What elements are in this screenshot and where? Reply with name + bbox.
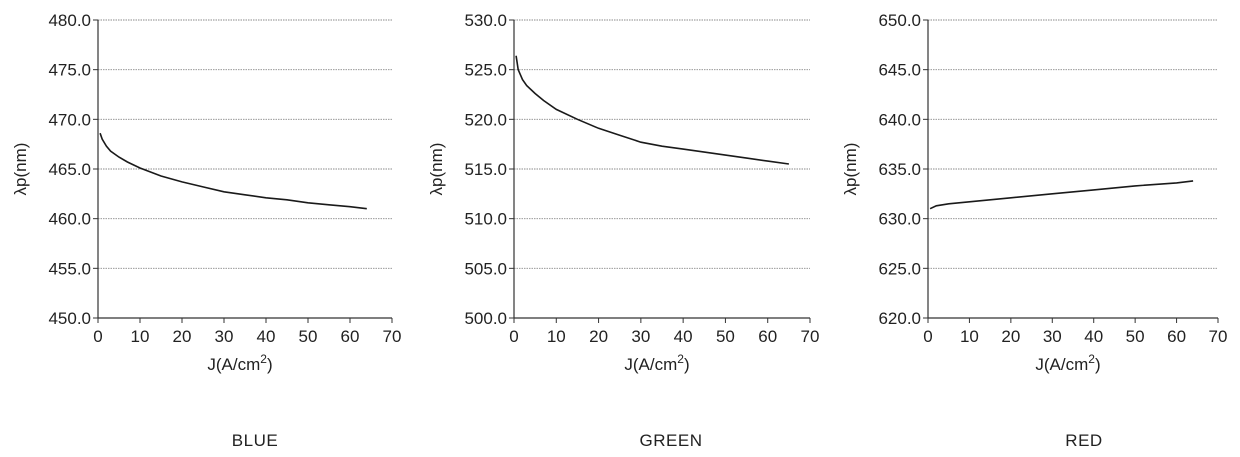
x-tick-label: 50 [716, 327, 735, 346]
x-tick-label: 0 [93, 327, 102, 346]
y-tick-label: 465.0 [48, 160, 91, 179]
x-tick-label: 30 [631, 327, 650, 346]
x-tick-label: 30 [215, 327, 234, 346]
x-tick-label: 50 [299, 327, 318, 346]
y-tick-label: 645.0 [878, 61, 921, 80]
x-axis-label: J(A/cm2) [207, 352, 272, 374]
x-tick-label: 20 [173, 327, 192, 346]
y-axis-label: λp(nm) [11, 143, 30, 196]
chart-caption: GREEN [640, 431, 703, 450]
x-tick-label: 20 [589, 327, 608, 346]
y-tick-label: 525.0 [464, 61, 507, 80]
y-axis-label: λp(nm) [841, 143, 860, 196]
y-tick-label: 630.0 [878, 210, 921, 229]
x-tick-label: 60 [1167, 327, 1186, 346]
x-tick-label: 10 [131, 327, 150, 346]
x-tick-label: 70 [801, 327, 820, 346]
y-tick-label: 500.0 [464, 309, 507, 328]
chart-caption: RED [1065, 431, 1102, 450]
chart-green: 500.0 505.0 510.0 515.0 520.0 525.0 530.0 0 10 20… [427, 11, 819, 450]
series-line [930, 181, 1193, 209]
x-tick-label: 70 [383, 327, 402, 346]
x-tick-label: 60 [341, 327, 360, 346]
y-axis-label: λp(nm) [427, 143, 446, 196]
y-tick-label: 520.0 [464, 110, 507, 129]
y-tick-label: 515.0 [464, 160, 507, 179]
y-tick-label: 450.0 [48, 309, 91, 328]
y-tick-label: 470.0 [48, 110, 91, 129]
y-tick-label: 620.0 [878, 309, 921, 328]
x-tick-label: 50 [1126, 327, 1145, 346]
y-tick-label: 625.0 [878, 259, 921, 278]
chart-blue: 450.0 455.0 460.0 465.0 470.0 475.0 480.0 0 10 20… [11, 11, 401, 450]
x-tick-label: 30 [1043, 327, 1062, 346]
y-tick-label: 635.0 [878, 160, 921, 179]
y-tick-label: 640.0 [878, 110, 921, 129]
x-tick-label: 60 [758, 327, 777, 346]
x-tick-label: 40 [257, 327, 276, 346]
y-tick-label: 460.0 [48, 210, 91, 229]
x-tick-label: 40 [674, 327, 693, 346]
series-line [516, 56, 789, 164]
x-axis-label: J(A/cm2) [624, 352, 689, 374]
y-tick-label: 505.0 [464, 259, 507, 278]
x-tick-label: 0 [923, 327, 932, 346]
y-tick-label: 510.0 [464, 210, 507, 229]
y-tick-label: 455.0 [48, 259, 91, 278]
chart-caption: BLUE [232, 431, 278, 450]
y-tick-label: 480.0 [48, 11, 91, 30]
x-axis-label: J(A/cm2) [1035, 352, 1100, 374]
y-tick-label: 650.0 [878, 11, 921, 30]
x-tick-label: 10 [960, 327, 979, 346]
series-line [100, 133, 367, 209]
chart-red: 620.0 625.0 630.0 635.0 640.0 645.0 650.0 0 10 20… [841, 11, 1227, 450]
y-tick-label: 475.0 [48, 61, 91, 80]
y-tick-label: 530.0 [464, 11, 507, 30]
x-tick-label: 20 [1001, 327, 1020, 346]
x-tick-label: 70 [1209, 327, 1228, 346]
x-tick-label: 40 [1084, 327, 1103, 346]
x-tick-label: 10 [547, 327, 566, 346]
x-tick-label: 0 [509, 327, 518, 346]
